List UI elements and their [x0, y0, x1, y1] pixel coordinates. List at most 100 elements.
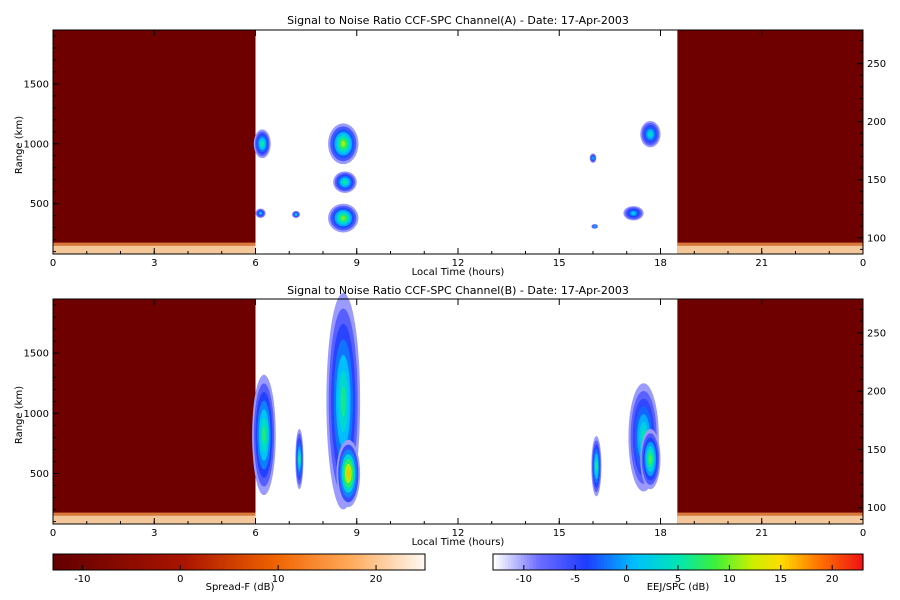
echo-blob-1: [295, 428, 304, 490]
echo-level-6: [260, 141, 264, 146]
eej-spc-colorbar-swatch: [613, 554, 617, 570]
echo-blob-4: [328, 203, 359, 233]
eej-spc-colorbar-swatch: [499, 554, 503, 570]
spread-f-colorbar-swatch: [412, 554, 417, 570]
eej-spc-colorbar-swatch: [708, 554, 713, 570]
spread-f-colorbar-swatch: [102, 554, 107, 570]
echo-level-6: [346, 468, 350, 479]
eej-spc-colorbar-swatch: [523, 554, 528, 570]
eej-spc-colorbar-swatch: [625, 554, 630, 570]
eej-spc-colorbar-swatch: [847, 554, 852, 570]
spread-f-colorbar-swatch: [245, 554, 249, 570]
spread-f-colorbar-swatch: [180, 554, 184, 570]
spread-f-colorbar-swatch: [139, 554, 144, 570]
echo-level-6: [343, 180, 347, 184]
spread-f-colorbar-swatch: [363, 554, 367, 570]
eej-spc-colorbar-swatch: [557, 554, 562, 570]
eej-spc-colorbar-swatch: [764, 554, 769, 570]
spread-f-colorbar-swatch: [421, 554, 426, 570]
eej-spc-colorbar-swatch: [576, 554, 580, 570]
eej-spc-colorbar-swatch: [631, 554, 636, 570]
spread-f-colorbar-swatch: [297, 554, 302, 570]
spread-f-colorbar-swatch: [375, 554, 380, 570]
eej-spc-colorbar-swatch: [785, 554, 790, 570]
eej-spc-colorbar-swatch: [616, 554, 621, 570]
spread-f-colorbar-swatch: [273, 554, 277, 570]
eej-spc-colorbar-swatch: [758, 554, 762, 570]
eej-spc-colorbar-swatch: [795, 554, 799, 570]
eej-spc-colorbar-swatch: [533, 554, 537, 570]
eej-spc-colorbar-swatch: [665, 554, 670, 570]
spread-f-colorbar-swatch: [356, 554, 361, 570]
y2-tick-label-2: 200: [867, 387, 886, 398]
eej-spc-colorbar-swatch: [705, 554, 710, 570]
spread-f-colorbar-swatch: [217, 554, 221, 570]
eej-spc-colorbar-swatch: [647, 554, 651, 570]
spread-f-colorbar-swatch: [387, 554, 392, 570]
spread-f-colorbar-swatch: [121, 554, 125, 570]
spread-f-colorbar-swatch: [239, 554, 243, 570]
ground-echo-edge-1: [677, 242, 863, 246]
x-tick-label-8: 0: [860, 528, 866, 539]
spread-f-colorbar-swatch: [133, 554, 138, 570]
panel-a: Signal to Noise Ratio CCF-SPC Channel(A)…: [14, 14, 886, 278]
panel-b: Signal to Noise Ratio CCF-SPC Channel(B)…: [14, 284, 886, 548]
eej-spc-colorbar-swatch: [539, 554, 543, 570]
spread-f-colorbar-swatch: [254, 554, 259, 570]
spread-f-colorbar-swatch: [68, 554, 73, 570]
echo-blob-6: [640, 428, 661, 490]
eej-spc-colorbar-swatch: [551, 554, 556, 570]
echo-blob-8: [589, 153, 597, 163]
spread-f-colorbar-swatch: [155, 554, 159, 570]
x-tick-label-4: 12: [452, 528, 465, 539]
spread-f-colorbar-swatch: [105, 554, 110, 570]
spread-f-colorbar-swatch: [152, 554, 156, 570]
eej-spc-colorbar-swatch: [582, 554, 587, 570]
echo-blob-0: [252, 374, 276, 496]
spread-f-colorbar-swatch: [394, 554, 398, 570]
spread-f-colorbar-swatch: [319, 554, 324, 570]
spread-f-colorbar-swatch: [211, 554, 215, 570]
eej-spc-colorbar-swatch: [816, 554, 821, 570]
y2-tick-label-1: 150: [867, 175, 886, 186]
eej-spc-colorbar-swatch: [545, 554, 550, 570]
spread-f-colorbar-swatch: [80, 554, 85, 570]
spread-f-colorbar-swatch: [400, 554, 404, 570]
spread-f-colorbar-swatch: [229, 554, 234, 570]
spread-f-colorbar-swatch: [288, 554, 293, 570]
eej-spc-colorbar-swatch: [789, 554, 793, 570]
eej-spc-colorbar-swatch: [690, 554, 695, 570]
echo-blob-3: [333, 171, 357, 193]
eej-spc-colorbar-swatch: [634, 554, 639, 570]
eej-spc-colorbar-swatch: [699, 554, 704, 570]
y2-tick-label-0: 100: [867, 233, 886, 244]
night-block-0: [53, 30, 256, 254]
x-tick-label-2: 6: [252, 528, 258, 539]
spread-f-colorbar-swatch: [74, 554, 79, 570]
spread-f-colorbar-swatch: [130, 554, 135, 570]
echo-blob-9: [591, 224, 599, 229]
eej-spc-colorbar-swatch: [779, 554, 784, 570]
y2-tick-label-2: 200: [867, 117, 886, 128]
spread-f-colorbar-tick-label-0: -10: [74, 574, 90, 585]
eej-spc-colorbar-swatch: [838, 554, 843, 570]
eej-spc-colorbar-swatch: [650, 554, 654, 570]
spread-f-colorbar-swatch: [62, 554, 66, 570]
spread-f-colorbar-swatch: [65, 554, 70, 570]
eej-spc-colorbar-swatch: [493, 554, 497, 570]
eej-spc-colorbar-swatch: [600, 554, 605, 570]
ground-echo-edge-1: [677, 512, 863, 516]
spread-f-colorbar-swatch: [294, 554, 299, 570]
spread-f-colorbar-swatch: [415, 554, 420, 570]
eej-spc-colorbar-swatch: [641, 554, 645, 570]
eej-spc-colorbar-swatch: [517, 554, 522, 570]
eej-spc-colorbar-swatch: [662, 554, 667, 570]
spread-f-colorbar-swatch: [263, 554, 268, 570]
spread-f-colorbar-swatch: [189, 554, 194, 570]
spread-f-colorbar-swatch: [322, 554, 327, 570]
eej-spc-colorbar-swatch: [715, 554, 719, 570]
spread-f-colorbar-swatch: [115, 554, 119, 570]
echo-blob-5: [291, 210, 301, 219]
spread-f-colorbar-swatch: [285, 554, 290, 570]
eej-spc-colorbar-swatch: [819, 554, 824, 570]
